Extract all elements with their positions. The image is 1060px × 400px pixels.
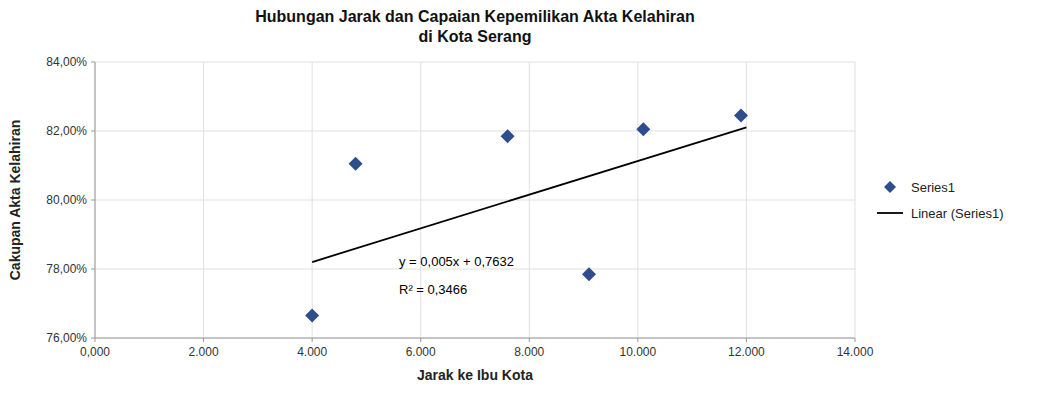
y-tick [91, 269, 95, 270]
scatter-point [305, 309, 319, 323]
scatter-point [349, 157, 363, 171]
x-tick [855, 338, 856, 342]
x-tick [95, 338, 96, 342]
x-tick-label: 6.000 [406, 345, 436, 359]
scatter-point [636, 122, 650, 136]
y-tick-label: 82,00% [46, 124, 87, 138]
y-grid-line [95, 200, 855, 201]
annotation: y = 0,005x + 0,7632 [399, 254, 514, 269]
scatter-point [734, 108, 748, 122]
y-tick [91, 338, 95, 339]
x-tick-label: 10.000 [620, 345, 657, 359]
chart: 0,000 2.000 4.000 6.000 8.000 10.000 12.000 14.… [0, 0, 1060, 400]
x-tick [420, 338, 421, 342]
x-tick [529, 338, 530, 342]
trend-line [312, 127, 746, 262]
x-axis-line [95, 338, 855, 339]
x-tick [746, 338, 747, 342]
y-axis-label: Cakupan Akta Kelahiran [7, 120, 23, 281]
y-grid-line [95, 131, 855, 132]
y-tick-label: 80,00% [46, 193, 87, 207]
scatter-point [582, 267, 596, 281]
y-tick-label: 78,00% [46, 262, 87, 276]
x-axis-label: Jarak ke Ibu Kota [417, 367, 533, 383]
y-tick-label: 84,00% [46, 55, 87, 69]
x-tick-label: 14.000 [837, 345, 874, 359]
x-tick [203, 338, 204, 342]
axes: 0,000 2.000 4.000 6.000 8.000 10.000 12.000 14.… [46, 55, 873, 359]
scatter-point [501, 129, 515, 143]
legend-swatch [884, 181, 896, 193]
y-tick [91, 62, 95, 63]
y-tick-label: 76,00% [46, 331, 87, 345]
legend: Series1 Linear (Series1) [877, 180, 1004, 221]
x-tick [312, 338, 313, 342]
annotation: R² = 0,3466 [399, 282, 467, 297]
subtitle: di Kota Serang [419, 28, 532, 45]
x-tick-label: 0,000 [80, 345, 110, 359]
grid [95, 62, 855, 338]
x-tick-label: 4.000 [297, 345, 327, 359]
annotations: y = 0,005x + 0,7632 R² = 0,3466 [399, 254, 514, 297]
y-grid-line [95, 62, 855, 63]
legend-swatch [877, 212, 903, 214]
x-tick-label: 12.000 [728, 345, 765, 359]
y-grid-line [95, 338, 855, 339]
marks [305, 108, 748, 322]
y-tick [91, 131, 95, 132]
x-tick-label: 8.000 [514, 345, 544, 359]
x-tick-label: 2.000 [189, 345, 219, 359]
x-tick [637, 338, 638, 342]
legend-label: Series1 [911, 180, 955, 195]
legend-label: Linear (Series1) [911, 206, 1004, 221]
y-tick [91, 200, 95, 201]
title: Hubungan Jarak dan Capaian Kepemilikan A… [255, 8, 695, 25]
